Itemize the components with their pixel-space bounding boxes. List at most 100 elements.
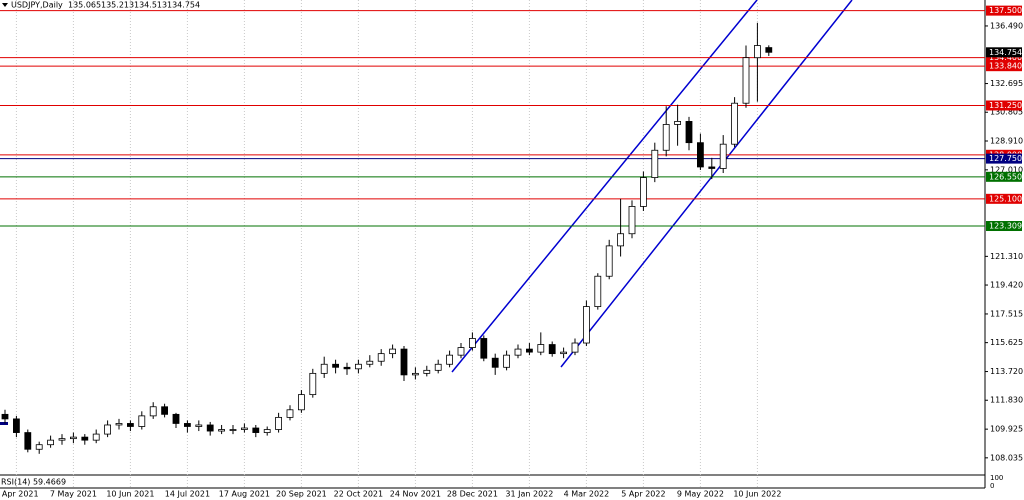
x-tick-label: 20 Sep 2021 (276, 490, 327, 499)
candle-body (81, 436, 89, 441)
level-label-box (986, 5, 1022, 16)
x-tick-label: 4 Mar 2022 (564, 490, 610, 499)
candle-body (138, 415, 146, 427)
y-tick-label: 119.420 (990, 281, 1023, 290)
x-tick-label: 22 Oct 2021 (334, 490, 383, 499)
y-tick-label: 108.035 (990, 453, 1023, 462)
candle-body (434, 363, 442, 371)
candle-body (628, 206, 636, 235)
y-tick-label: 115.625 (990, 338, 1023, 347)
candle-body (275, 416, 283, 430)
candle-body (195, 424, 203, 427)
level-label: 137.500 (989, 6, 1022, 15)
marker (0, 422, 8, 425)
candle-body (411, 372, 419, 376)
candle-body (651, 149, 659, 178)
level-label-box (986, 153, 1022, 164)
x-tick-label: 5 Apr 2022 (621, 490, 665, 499)
candle-body (58, 438, 66, 441)
level-label-box (986, 193, 1022, 204)
candle-body (617, 233, 624, 247)
level-label: 126.550 (989, 172, 1022, 181)
y-tick-label: 121.310 (990, 252, 1023, 261)
high-value: 135.213 (101, 1, 134, 10)
y-tick-label: 113.720 (990, 367, 1023, 376)
candle-body (742, 57, 750, 104)
level-label: 125.100 (989, 194, 1022, 203)
rsi-tick-label: 100 (990, 474, 1003, 482)
candle-body (503, 354, 511, 368)
candle-body (297, 394, 305, 411)
candle-body (104, 424, 111, 435)
y-tick-label: 111.830 (990, 396, 1023, 405)
candle-body (457, 347, 465, 356)
candle-body (571, 342, 579, 353)
candle-body (719, 143, 727, 169)
candle-body (423, 369, 431, 374)
candle-body (149, 406, 157, 417)
x-tick-label: 24 Nov 2021 (390, 490, 441, 499)
x-tick-label: 31 Jan 2022 (505, 490, 553, 499)
x-tick-label: 17 Aug 2021 (219, 490, 270, 499)
candle-body (537, 344, 545, 353)
candle-body (47, 439, 54, 446)
level-label: 133.840 (989, 62, 1022, 71)
symbol: USDJPY,Daily (11, 1, 63, 10)
x-tick-label: 14 Jul 2021 (165, 490, 210, 499)
candle-body (514, 348, 522, 356)
candle-body (115, 423, 123, 426)
candle-body (24, 432, 32, 450)
candle-body (400, 348, 408, 376)
candle-body (12, 418, 20, 433)
level-label: 123.309 (989, 222, 1022, 231)
candle-body (708, 166, 716, 169)
price-label: 134.754 (989, 48, 1022, 57)
candle-body (92, 433, 100, 441)
y-tick-label: 117.515 (990, 309, 1023, 318)
candle-body (446, 354, 454, 365)
rsi-tick-label: 0 (990, 482, 994, 490)
candle-body (685, 121, 693, 144)
candle-body (354, 363, 362, 370)
channel-lower (560, 0, 853, 368)
candle-body (161, 406, 169, 415)
candle-body (640, 177, 647, 207)
x-tick-label: 10 Jun 2021 (106, 490, 154, 499)
candle-body (662, 124, 670, 151)
candle-body (731, 102, 738, 145)
open-value: 135.065 (68, 1, 101, 10)
level-label-box (986, 52, 1022, 63)
channel-upper (451, 0, 758, 373)
candle-body (583, 306, 590, 344)
y-tick-label: 136.490 (990, 21, 1023, 30)
candle-body (389, 348, 397, 355)
level-label-box (986, 171, 1022, 182)
candle-body (480, 338, 488, 359)
candle-body (206, 424, 214, 432)
candle-body (697, 142, 704, 168)
menu-icon[interactable] (2, 3, 8, 7)
candle-body (491, 357, 499, 368)
candle-body (548, 344, 556, 355)
candle-body (1, 413, 9, 420)
close-value: 134.754 (167, 1, 200, 10)
candle-body (263, 429, 271, 433)
x-tick-label: 5 Apr 2021 (0, 490, 39, 499)
candle-body (320, 363, 328, 374)
candle-body (309, 372, 317, 396)
candle-body (240, 427, 248, 430)
candle-body (229, 429, 237, 431)
price-label-box (986, 47, 1022, 58)
x-tick-label: 9 May 2022 (677, 490, 724, 499)
candle-body (594, 275, 602, 307)
candle-body (468, 338, 476, 348)
candle-body (218, 429, 226, 432)
x-tick-label: 10 Jun 2022 (733, 490, 781, 499)
candle-body (343, 366, 351, 370)
candle-body (70, 436, 77, 440)
candle-body (526, 348, 533, 353)
candle-body (127, 423, 134, 427)
level-label: 127.750 (989, 154, 1022, 163)
